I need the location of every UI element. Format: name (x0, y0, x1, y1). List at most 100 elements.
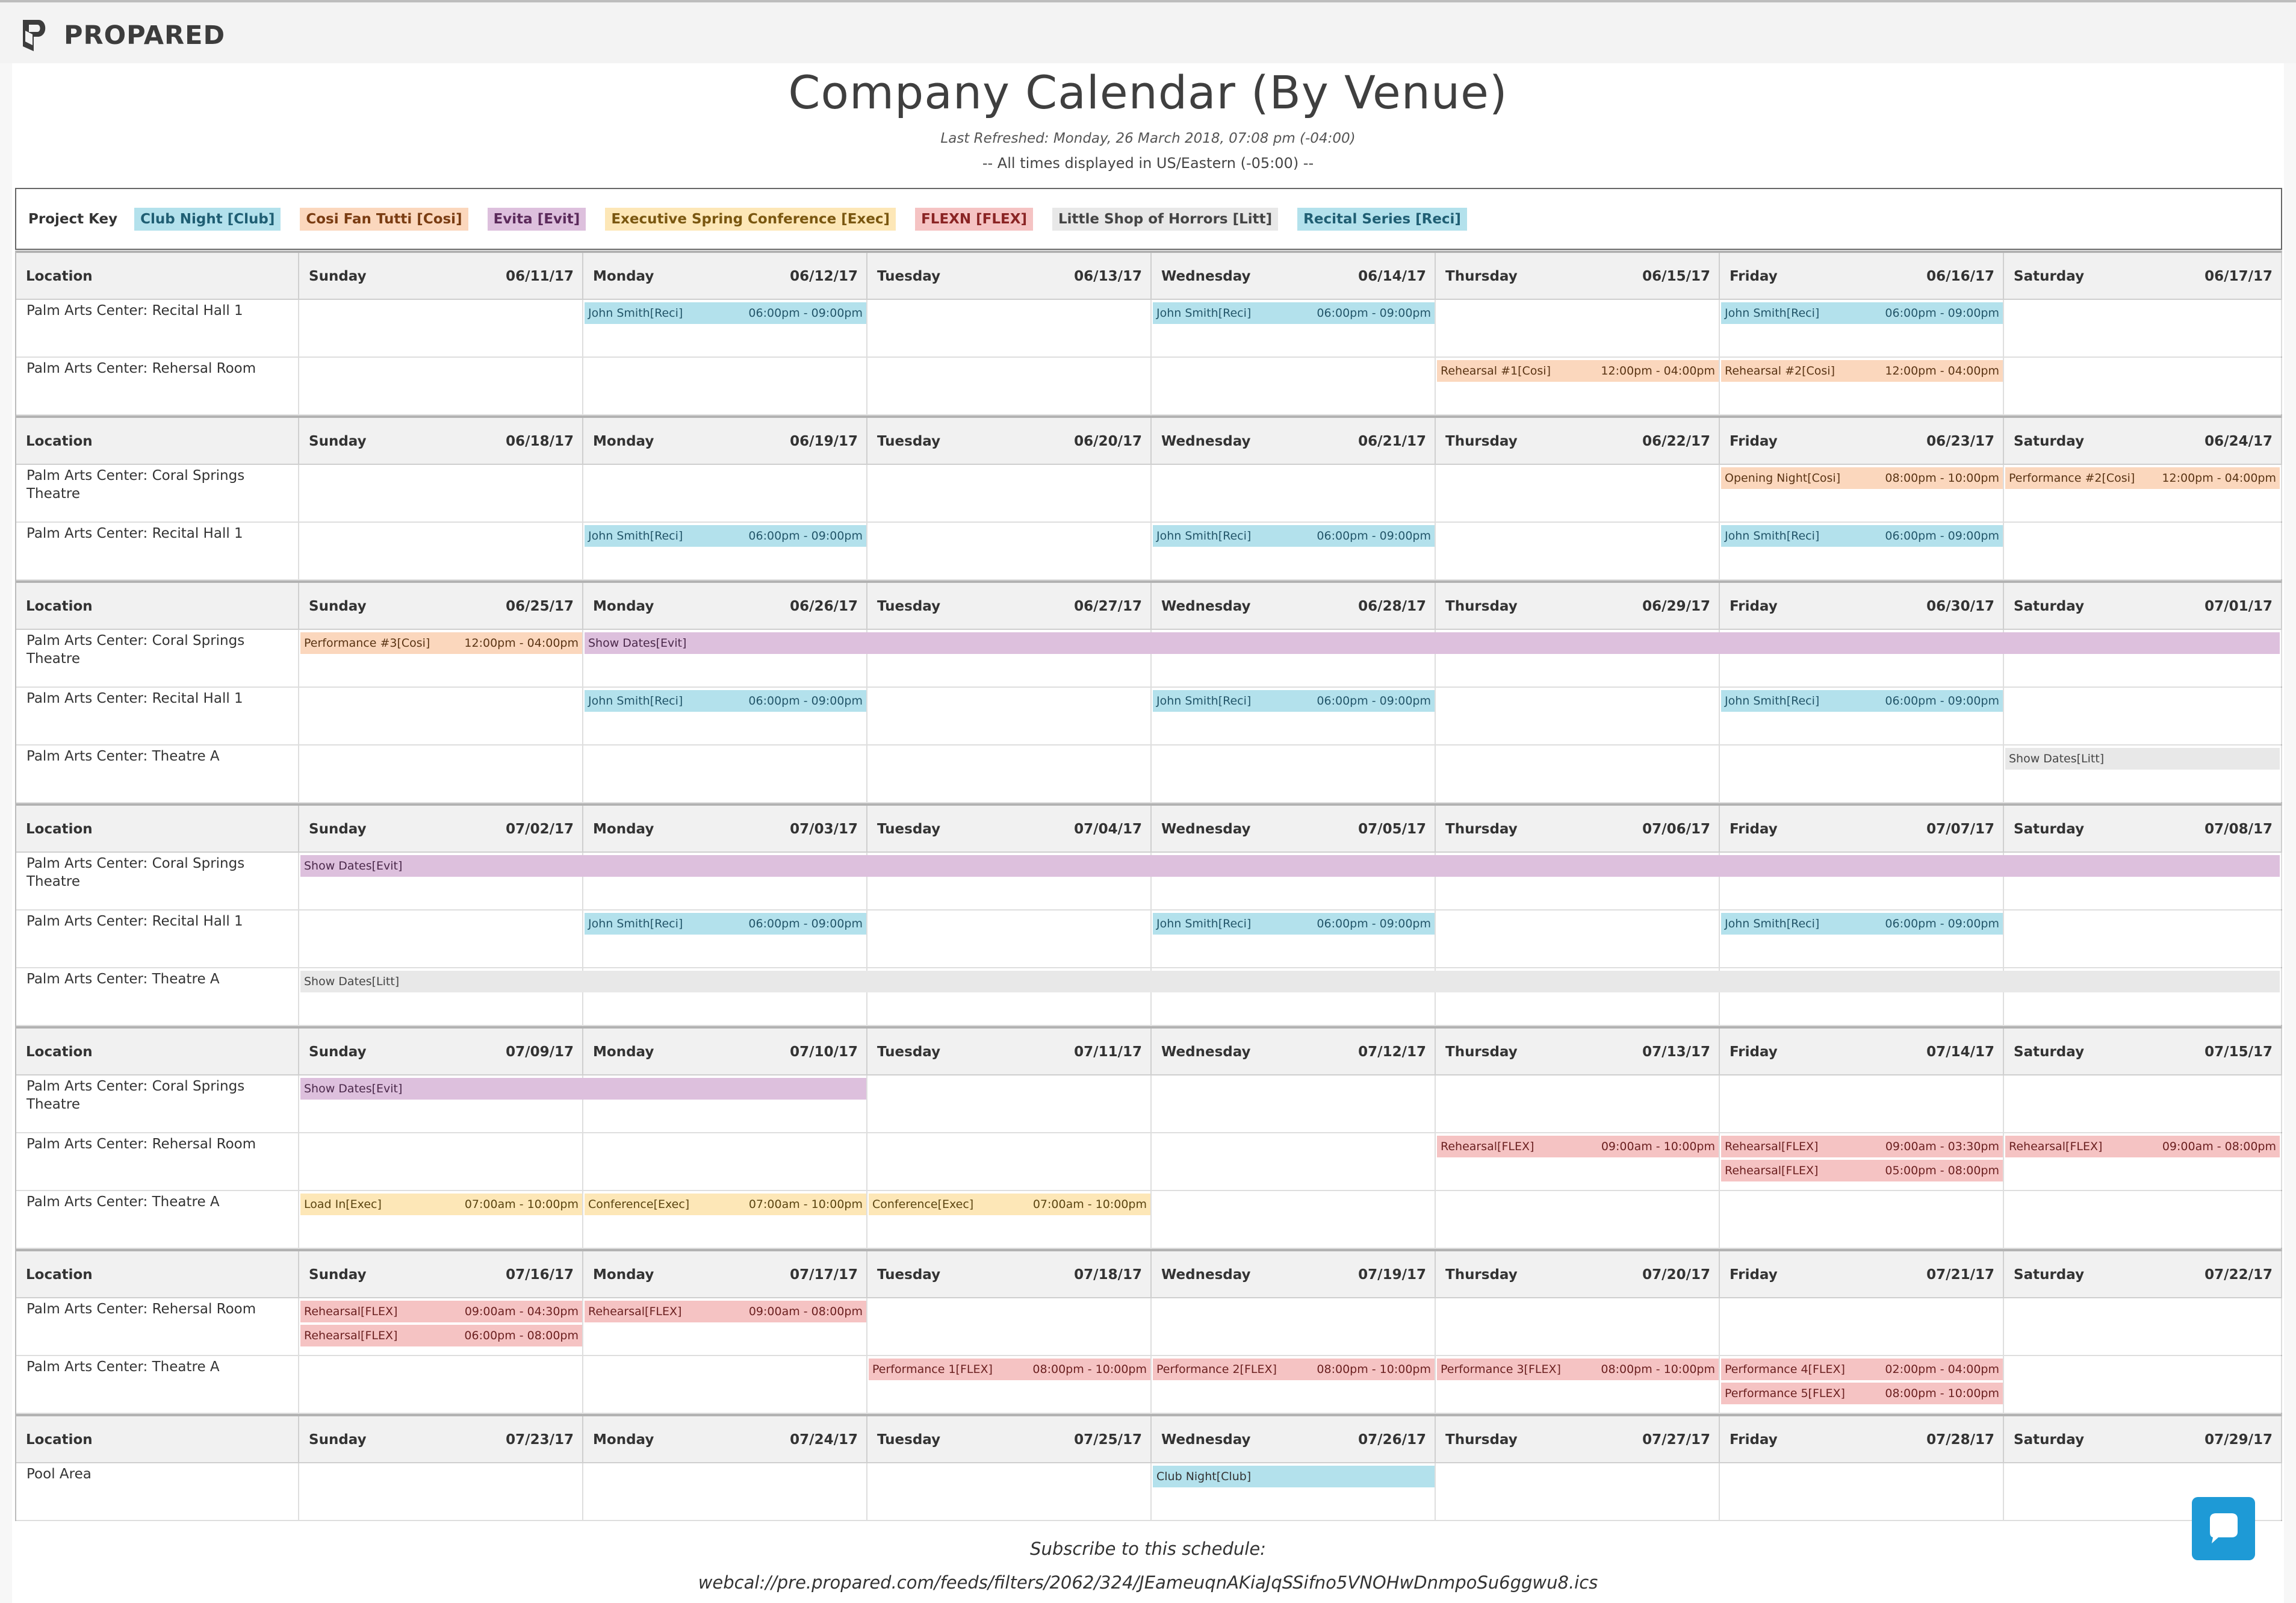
event-block[interactable]: John Smith[Reci] 06:00pm - 09:00pm (585, 690, 866, 712)
day-cell[interactable] (1152, 745, 1436, 802)
day-cell[interactable] (299, 853, 583, 909)
day-cell[interactable] (867, 1133, 1152, 1190)
day-cell[interactable] (299, 1133, 583, 1190)
event-block[interactable]: Show Dates[Evit] (300, 1078, 866, 1100)
day-cell[interactable] (1152, 523, 1436, 579)
day-cell[interactable] (1436, 523, 1720, 579)
day-cell[interactable] (867, 358, 1152, 414)
project-key-chip[interactable]: Evita [Evit] (487, 207, 586, 231)
day-cell[interactable] (2004, 1298, 2282, 1355)
day-cell[interactable] (299, 745, 583, 802)
day-cell[interactable] (1720, 1075, 2004, 1132)
event-block[interactable]: John Smith[Reci] 06:00pm - 09:00pm (1153, 525, 1435, 547)
event-block[interactable]: Club Night[Club] (1153, 1466, 1435, 1487)
day-cell[interactable] (299, 688, 583, 744)
day-cell[interactable] (1720, 358, 2004, 414)
day-cell[interactable] (1436, 853, 1720, 909)
day-cell[interactable] (583, 745, 867, 802)
day-cell[interactable] (867, 968, 1152, 1025)
day-cell[interactable] (1152, 1191, 1436, 1248)
day-cell[interactable] (1152, 1356, 1436, 1413)
day-cell[interactable] (1152, 688, 1436, 744)
day-cell[interactable] (1152, 630, 1436, 686)
day-cell[interactable] (867, 523, 1152, 579)
day-cell[interactable] (2004, 1356, 2282, 1413)
day-cell[interactable] (1152, 1133, 1436, 1190)
day-cell[interactable] (583, 630, 867, 686)
day-cell[interactable] (583, 910, 867, 967)
day-cell[interactable] (1436, 1298, 1720, 1355)
day-cell[interactable] (583, 523, 867, 579)
event-block[interactable]: Show Dates[Evit] (300, 855, 2280, 877)
day-cell[interactable] (2004, 630, 2282, 686)
day-cell[interactable] (583, 465, 867, 521)
event-block[interactable]: Rehearsal[FLEX] 06:00pm - 08:00pm (300, 1325, 582, 1346)
day-cell[interactable] (299, 523, 583, 579)
event-block[interactable]: Rehearsal[FLEX] 09:00am - 04:30pm (300, 1301, 582, 1322)
day-cell[interactable] (867, 1191, 1152, 1248)
day-cell[interactable] (583, 300, 867, 356)
day-cell[interactable] (1720, 745, 2004, 802)
day-cell[interactable] (2004, 1191, 2282, 1248)
day-cell[interactable] (1436, 745, 1720, 802)
day-cell[interactable] (2004, 300, 2282, 356)
day-cell[interactable] (299, 1191, 583, 1248)
day-cell[interactable] (1720, 630, 2004, 686)
day-cell[interactable] (2004, 1463, 2282, 1520)
day-cell[interactable] (1436, 1075, 1720, 1132)
event-block[interactable]: John Smith[Reci] 06:00pm - 09:00pm (585, 302, 866, 324)
day-cell[interactable] (1436, 358, 1720, 414)
project-key-chip[interactable]: Cosi Fan Tutti [Cosi] (300, 207, 468, 231)
day-cell[interactable] (867, 910, 1152, 967)
feed-url[interactable]: webcal://pre.propared.com/feeds/filters/… (698, 1572, 1598, 1593)
day-cell[interactable] (299, 630, 583, 686)
day-cell[interactable] (2004, 523, 2282, 579)
day-cell[interactable] (583, 1298, 867, 1355)
day-cell[interactable] (1720, 1356, 2004, 1413)
event-block[interactable]: Rehearsal[FLEX] 09:00am - 10:00pm (1437, 1136, 1719, 1157)
day-cell[interactable] (2004, 688, 2282, 744)
day-cell[interactable] (1720, 968, 2004, 1025)
event-block[interactable]: Performance 4[FLEX] 02:00pm - 04:00pm (1721, 1359, 2003, 1380)
event-block[interactable]: Performance 3[FLEX] 08:00pm - 10:00pm (1437, 1359, 1719, 1380)
day-cell[interactable] (583, 1191, 867, 1248)
day-cell[interactable] (867, 1463, 1152, 1520)
day-cell[interactable] (299, 910, 583, 967)
day-cell[interactable] (1720, 910, 2004, 967)
day-cell[interactable] (1152, 300, 1436, 356)
day-cell[interactable] (1436, 910, 1720, 967)
event-block[interactable]: Rehearsal #1[Cosi] 12:00pm - 04:00pm (1437, 360, 1719, 382)
day-cell[interactable] (2004, 853, 2282, 909)
event-block[interactable]: Conference[Exec] 07:00am - 10:00pm (869, 1194, 1150, 1215)
event-block[interactable]: Performance 5[FLEX] 08:00pm - 10:00pm (1721, 1383, 2003, 1404)
day-cell[interactable] (583, 1075, 867, 1132)
event-block[interactable]: Show Dates[Litt] (300, 971, 2280, 992)
day-cell[interactable] (1720, 523, 2004, 579)
event-block[interactable]: John Smith[Reci] 06:00pm - 09:00pm (1721, 690, 2003, 712)
event-block[interactable]: Performance #2[Cosi] 12:00pm - 04:00pm (2005, 467, 2280, 489)
day-cell[interactable] (1436, 968, 1720, 1025)
event-block[interactable]: Rehearsal #2[Cosi] 12:00pm - 04:00pm (1721, 360, 2003, 382)
day-cell[interactable] (1152, 358, 1436, 414)
event-block[interactable]: John Smith[Reci] 06:00pm - 09:00pm (1721, 913, 2003, 935)
day-cell[interactable] (583, 968, 867, 1025)
day-cell[interactable] (1436, 1133, 1720, 1190)
day-cell[interactable] (583, 1463, 867, 1520)
day-cell[interactable] (1720, 1133, 2004, 1190)
day-cell[interactable] (583, 358, 867, 414)
day-cell[interactable] (2004, 910, 2282, 967)
event-block[interactable]: Rehearsal[FLEX] 09:00am - 08:00pm (585, 1301, 866, 1322)
day-cell[interactable] (299, 1298, 583, 1355)
day-cell[interactable] (1720, 1463, 2004, 1520)
day-cell[interactable] (1720, 1191, 2004, 1248)
project-key-chip[interactable]: FLEXN [FLEX] (915, 207, 1033, 231)
event-block[interactable]: John Smith[Reci] 06:00pm - 09:00pm (1153, 913, 1435, 935)
day-cell[interactable] (867, 300, 1152, 356)
event-block[interactable]: Load In[Exec] 07:00am - 10:00pm (300, 1194, 582, 1215)
day-cell[interactable] (1436, 465, 1720, 521)
day-cell[interactable] (867, 1075, 1152, 1132)
day-cell[interactable] (867, 1356, 1152, 1413)
day-cell[interactable] (299, 1463, 583, 1520)
day-cell[interactable] (867, 630, 1152, 686)
day-cell[interactable] (2004, 358, 2282, 414)
